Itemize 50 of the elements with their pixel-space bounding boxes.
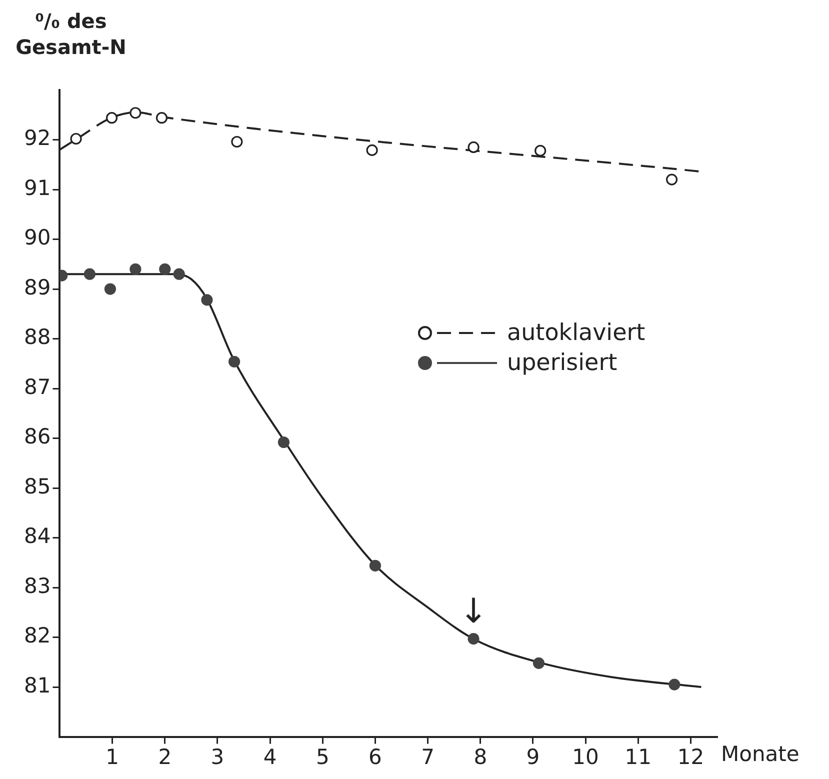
x-tick-label: 9 xyxy=(526,744,540,769)
point xyxy=(278,436,290,448)
y-tick-label: 87 xyxy=(24,374,51,399)
point xyxy=(534,144,546,156)
y-tick-label: 85 xyxy=(24,474,51,498)
point xyxy=(70,132,82,145)
point xyxy=(156,112,168,124)
point xyxy=(228,356,240,368)
point xyxy=(366,144,378,156)
y-tick-label: 90 xyxy=(24,226,51,250)
x-tick-label: 3 xyxy=(210,744,224,769)
y-tick-label: 92 xyxy=(24,126,51,150)
point xyxy=(84,268,96,280)
y-tick-label: 84 xyxy=(24,524,51,548)
point xyxy=(130,263,142,275)
x-tick-label: 7 xyxy=(421,744,434,769)
x-tick-label: 2 xyxy=(158,744,172,769)
x-tick-label: 4 xyxy=(263,744,277,769)
y-tick-label: 82 xyxy=(24,624,51,648)
x-tick-label: 10 xyxy=(572,744,599,769)
x-axis-title: Monate xyxy=(721,742,800,766)
point xyxy=(201,294,213,306)
legend-label: autoklaviert xyxy=(507,320,646,346)
point xyxy=(106,112,118,124)
point xyxy=(532,657,545,669)
y-tick-label: 81 xyxy=(24,674,51,698)
point xyxy=(104,283,116,295)
point xyxy=(130,107,142,119)
x-tick-label: 8 xyxy=(474,744,488,769)
y-axis-title: ⁰/₀ des Gesamt-N xyxy=(14,8,128,60)
legend-label: uperisiert xyxy=(507,350,618,376)
annotation: ↓ xyxy=(459,592,488,632)
y-tick-label: 91 xyxy=(24,176,51,200)
x-tick-label: 5 xyxy=(316,744,330,769)
point xyxy=(173,268,185,280)
point xyxy=(668,678,680,690)
point xyxy=(468,141,480,154)
point xyxy=(159,263,171,275)
x-tick-label: 11 xyxy=(624,744,652,769)
x-tick-label: 1 xyxy=(106,744,119,769)
y-tick-label: 89 xyxy=(24,275,51,300)
point xyxy=(369,560,382,572)
x-tick-label: 6 xyxy=(368,744,382,769)
point xyxy=(666,174,678,186)
point xyxy=(468,632,480,645)
x-tick-label: 12 xyxy=(677,744,704,769)
y-tick-label: 86 xyxy=(24,424,51,449)
y-tick-label: 88 xyxy=(24,325,51,350)
point xyxy=(231,136,243,148)
y-tick-label: 83 xyxy=(24,574,51,598)
